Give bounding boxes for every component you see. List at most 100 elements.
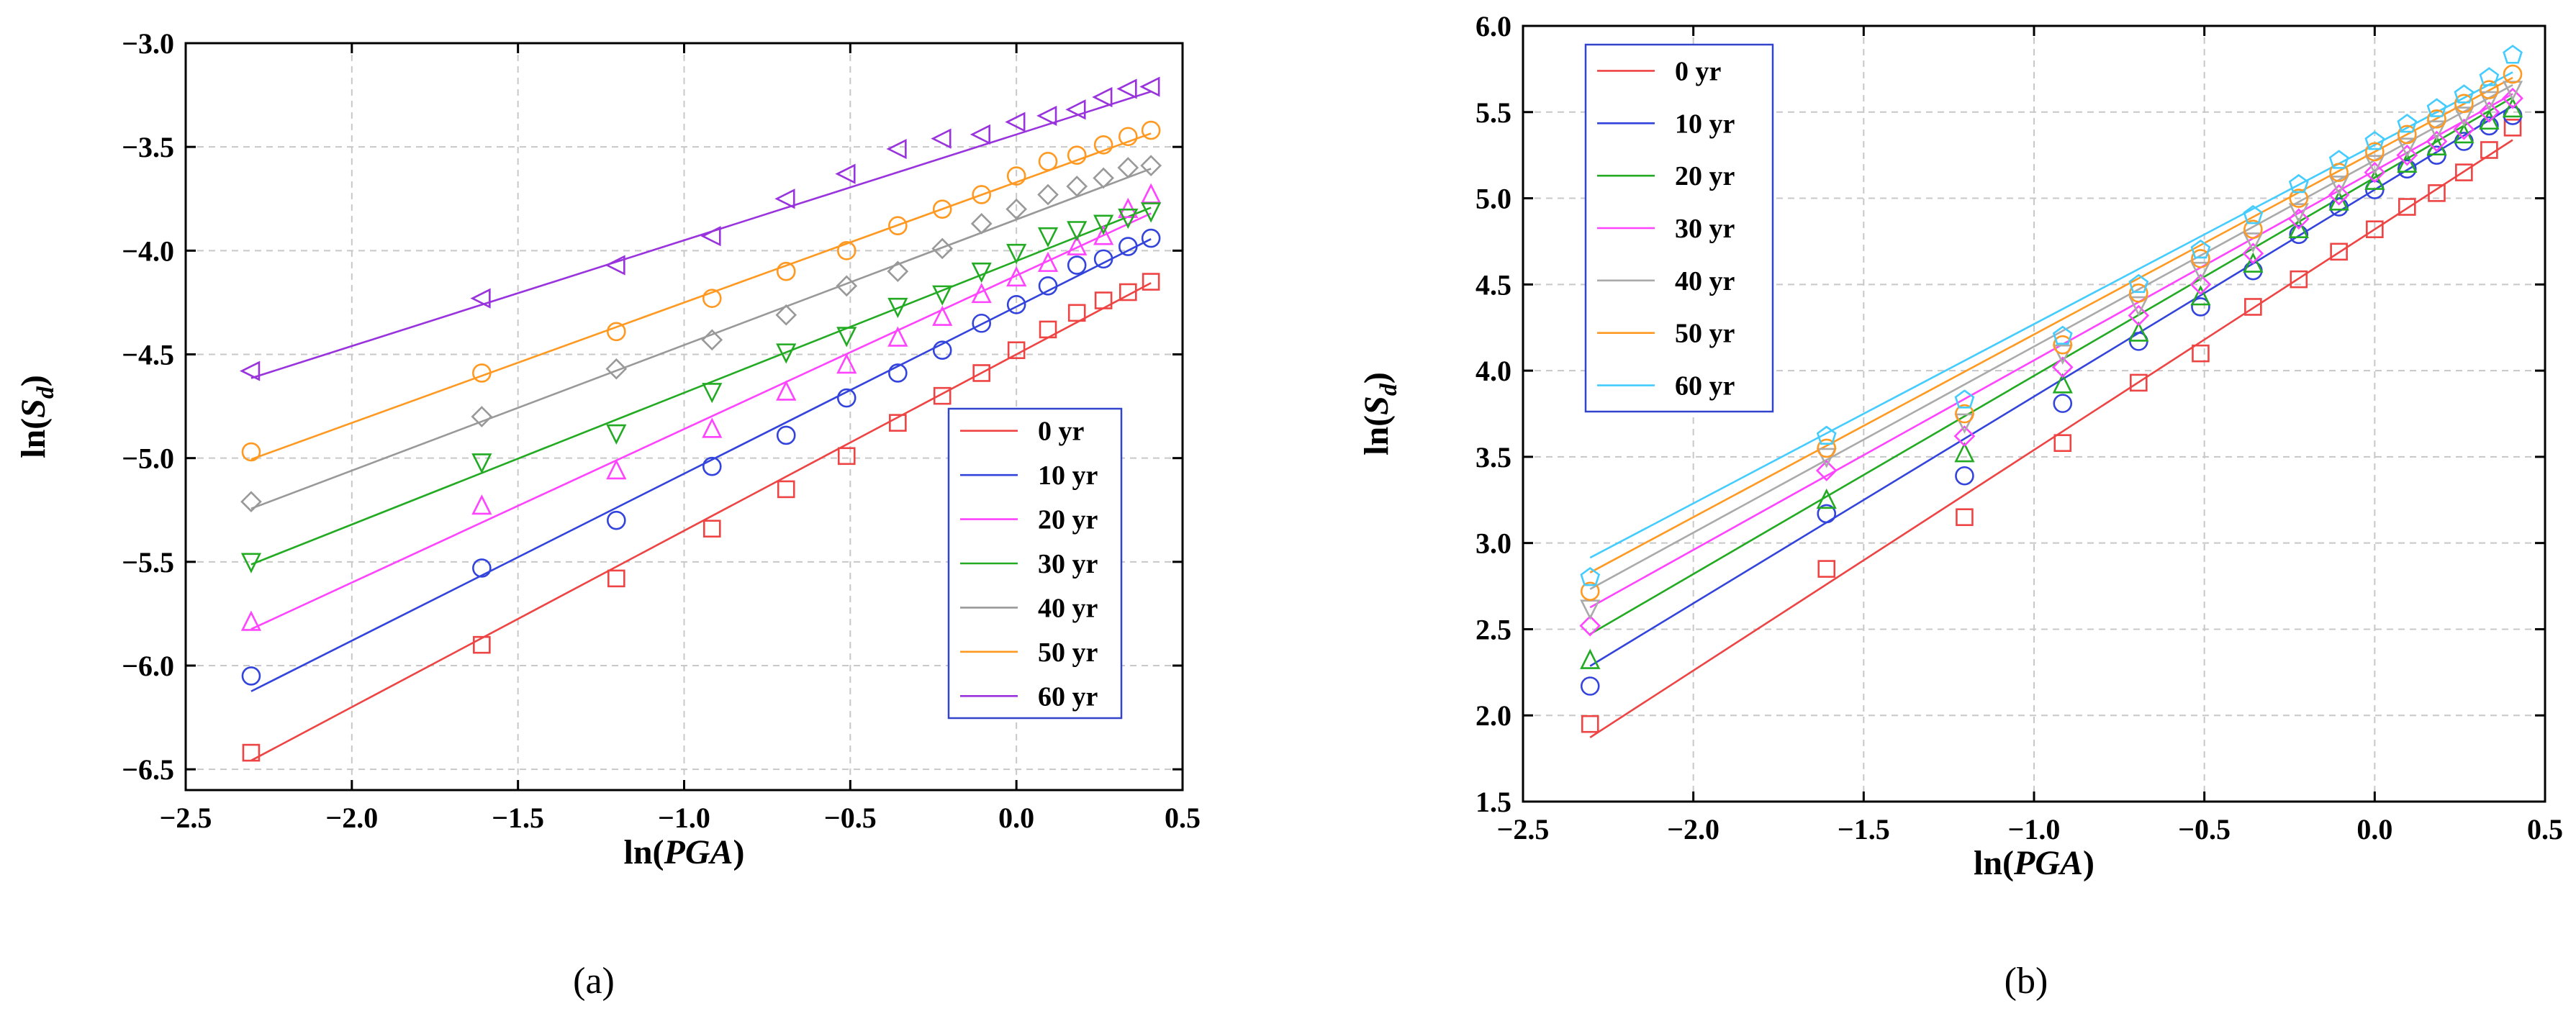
legend-label: 50 yr [1675,319,1735,349]
data-point [1816,448,1837,468]
data-point [2288,217,2309,238]
x-axis-label: ln(PGA) [1974,844,2094,882]
data-point [2192,344,2210,363]
data-point [2397,152,2418,173]
data-point [2289,225,2309,245]
data-point [971,262,992,284]
fit-line-50yr [1589,76,2513,573]
data-point [972,313,991,333]
data-point [1955,404,1974,424]
data-point [1037,227,1059,248]
data-point [2503,64,2523,84]
data-point [932,199,952,219]
data-point [2397,113,2418,133]
data-point [1006,166,1026,186]
data-point [2364,130,2385,150]
x-tick-label: −2.5 [1497,813,1550,845]
data-point [2128,273,2149,294]
y-tick-label: −4.0 [122,235,174,267]
data-point [1142,273,1160,291]
data-point [933,386,952,405]
legend-label: 60 yr [1675,371,1735,402]
legend-label: 40 yr [1675,266,1735,296]
data-point [2051,356,2074,378]
data-point [972,185,991,204]
data-point [886,138,907,160]
fit-line-60yr [1589,71,2513,559]
x-tick-label: −1.5 [1838,813,1890,845]
series-0yr [1581,119,2522,733]
data-point [1139,76,1160,97]
series-40yr [1580,81,2523,620]
y-tick-label: 1.5 [1475,786,1511,818]
data-point [2398,198,2416,216]
data-point [1006,294,1026,314]
data-point [932,305,953,326]
data-point [2053,434,2072,453]
data-point [2244,298,2262,316]
data-point [2129,284,2148,303]
data-point [2191,249,2210,268]
data-point [2454,94,2474,114]
data-point [1118,237,1138,256]
data-point [2480,141,2498,159]
data-point [2398,124,2417,145]
data-point [2052,373,2073,394]
data-point [2330,242,2348,261]
data-point [2364,161,2386,183]
data-point [2454,84,2475,104]
data-point [775,304,797,326]
data-point [702,289,722,308]
legend-label: 10 yr [1038,461,1098,491]
x-tick-label: −2.5 [160,802,212,834]
data-point [472,558,492,578]
data-point [2454,106,2475,127]
fit-line-0yr [1589,139,2513,738]
data-point [240,610,262,631]
series-50yr [241,120,1161,462]
series-60yr [1580,45,2523,586]
data-point [2130,373,2148,392]
fit-line-30yr [250,207,1152,566]
data-point [2290,270,2308,289]
data-point [1141,228,1161,248]
legend-label: 60 yr [1038,681,1098,712]
data-point [2502,81,2523,101]
fit-line-20yr [250,212,1152,630]
panel-caption: (a) [573,961,615,1002]
data-point [1118,283,1137,301]
legend-label: 30 yr [1675,214,1735,244]
data-point [1580,648,1601,669]
data-point [776,343,797,364]
data-point [240,360,261,381]
x-tick-label: −1.0 [658,802,710,834]
legend-label: 40 yr [1038,593,1098,623]
data-point [2427,109,2446,129]
data-point [242,743,261,762]
data-point [1141,202,1162,223]
fit-line-30yr [1589,93,2513,609]
data-point [1092,86,1113,108]
data-point [777,480,795,499]
data-point [1954,413,1975,434]
data-point [2190,239,2211,259]
x-tick-label: −2.0 [1667,813,1719,845]
series-50yr [1580,64,2523,602]
data-point [702,456,722,476]
data-point [1956,508,1974,527]
data-point [972,364,990,382]
data-point [1140,155,1162,176]
data-point [606,424,627,445]
data-point [473,635,491,654]
data-point [887,297,908,319]
data-point [2503,119,2522,137]
x-tick-label: 0.5 [2527,813,2563,845]
fit-line-10yr [1589,105,2513,667]
data-point [2503,45,2523,64]
y-tick-label: 5.0 [1475,183,1511,215]
data-point [2243,219,2263,239]
data-point [1580,676,1600,696]
data-point [1581,715,1599,733]
y-tick-label: 4.0 [1475,355,1511,387]
data-point [1038,276,1058,296]
